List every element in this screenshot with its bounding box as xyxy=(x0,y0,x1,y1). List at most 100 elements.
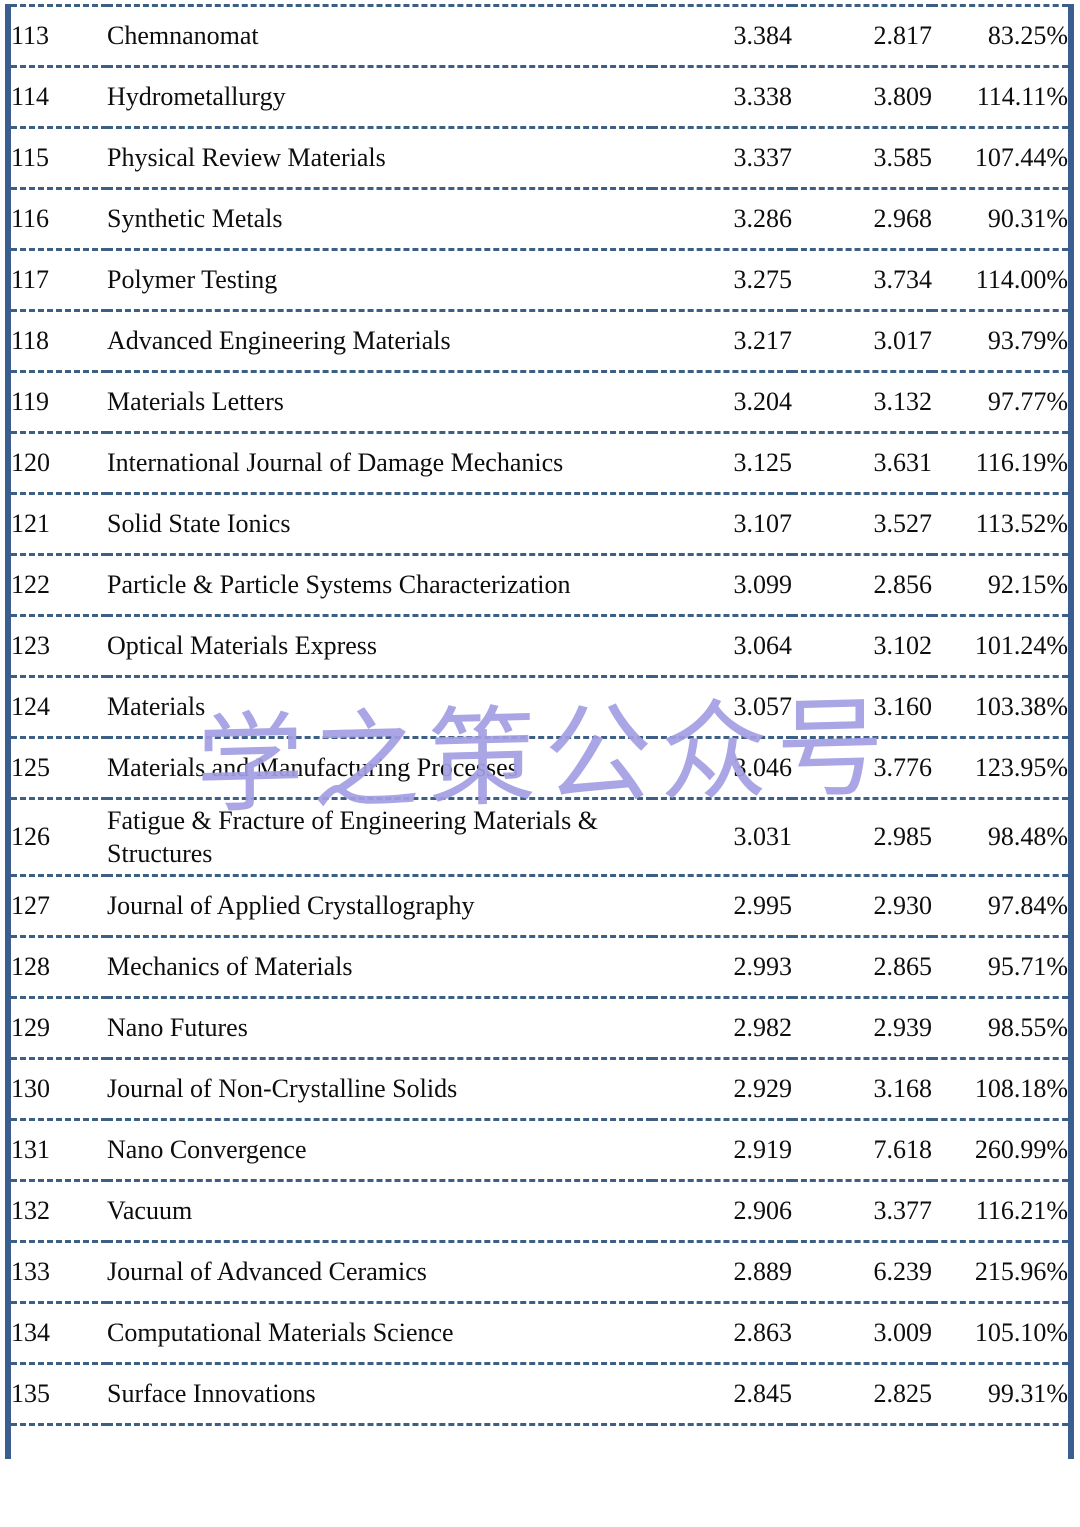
cell-impact-factor: 3.338 xyxy=(652,65,792,129)
table-row: 126 Fatigue & Fracture of Engineering Mat… xyxy=(11,797,1068,877)
cell-impact-factor: 3.057 xyxy=(652,675,792,739)
table-left-border xyxy=(5,4,11,1459)
cell-five-year-impact-factor: 3.809 xyxy=(792,65,932,129)
cell-journal-name: Journal of Applied Crystallography xyxy=(107,874,652,938)
table-row: 114 Hydrometallurgy 3.338 3.809 114.11% xyxy=(11,65,1068,129)
cell-five-year-impact-factor: 3.377 xyxy=(792,1179,932,1243)
cell-journal-name: Materials and Manufacturing Processes xyxy=(107,736,652,800)
cell-journal-name: Optical Materials Express xyxy=(107,614,652,678)
cell-journal-name: Fatigue & Fracture of Engineering Materi… xyxy=(107,797,652,877)
cell-rank: 116 xyxy=(11,187,107,251)
cell-five-year-impact-factor: 2.825 xyxy=(792,1362,932,1426)
cell-journal-name: Nano Convergence xyxy=(107,1118,652,1182)
cell-five-year-impact-factor: 3.585 xyxy=(792,126,932,190)
cell-journal-name: Particle & Particle Systems Characteriza… xyxy=(107,553,652,617)
cell-journal-name: Polymer Testing xyxy=(107,248,652,312)
table-row: 134 Computational Materials Science 2.863 3… xyxy=(11,1301,1068,1365)
cell-five-year-impact-factor: 3.017 xyxy=(792,309,932,373)
cell-ratio: 93.79% xyxy=(932,309,1068,373)
cell-journal-name: Materials xyxy=(107,675,652,739)
cell-rank: 122 xyxy=(11,553,107,617)
cell-impact-factor: 2.845 xyxy=(652,1362,792,1426)
cell-ratio: 116.19% xyxy=(932,431,1068,495)
cell-rank: 135 xyxy=(11,1362,107,1426)
cell-five-year-impact-factor: 3.631 xyxy=(792,431,932,495)
cell-ratio: 107.44% xyxy=(932,126,1068,190)
cell-impact-factor: 3.217 xyxy=(652,309,792,373)
cell-journal-name: Vacuum xyxy=(107,1179,652,1243)
cell-rank: 118 xyxy=(11,309,107,373)
cell-rank: 130 xyxy=(11,1057,107,1121)
cell-ratio: 123.95% xyxy=(932,736,1068,800)
cell-impact-factor: 3.125 xyxy=(652,431,792,495)
table-row: 127 Journal of Applied Crystallography 2.9… xyxy=(11,874,1068,938)
cell-journal-name: Nano Futures xyxy=(107,996,652,1060)
table-row: 113 Chemnanomat 3.384 2.817 83.25% xyxy=(11,4,1068,68)
cell-impact-factor: 3.337 xyxy=(652,126,792,190)
cell-ratio: 97.84% xyxy=(932,874,1068,938)
cell-rank: 125 xyxy=(11,736,107,800)
cell-five-year-impact-factor: 2.865 xyxy=(792,935,932,999)
cell-ratio: 90.31% xyxy=(932,187,1068,251)
cell-ratio: 92.15% xyxy=(932,553,1068,617)
cell-journal-name: Surface Innovations xyxy=(107,1362,652,1426)
cell-impact-factor: 3.384 xyxy=(652,4,792,68)
cell-five-year-impact-factor: 3.009 xyxy=(792,1301,932,1365)
cell-impact-factor: 3.099 xyxy=(652,553,792,617)
cell-rank: 123 xyxy=(11,614,107,678)
table-row: 125 Materials and Manufacturing Processes… xyxy=(11,736,1068,800)
cell-rank: 120 xyxy=(11,431,107,495)
cell-rank: 132 xyxy=(11,1179,107,1243)
cell-journal-name: Journal of Non-Crystalline Solids xyxy=(107,1057,652,1121)
cell-journal-name: Computational Materials Science xyxy=(107,1301,652,1365)
cell-five-year-impact-factor: 7.618 xyxy=(792,1118,932,1182)
cell-rank: 127 xyxy=(11,874,107,938)
cell-ratio: 83.25% xyxy=(932,4,1068,68)
cell-ratio: 114.00% xyxy=(932,248,1068,312)
table-body: 113 Chemnanomat 3.384 2.817 83.25% 114 Hydrome… xyxy=(11,4,1068,1426)
cell-ratio: 114.11% xyxy=(932,65,1068,129)
cell-ratio: 116.21% xyxy=(932,1179,1068,1243)
cell-impact-factor: 2.929 xyxy=(652,1057,792,1121)
cell-impact-factor: 2.982 xyxy=(652,996,792,1060)
cell-journal-name: Solid State Ionics xyxy=(107,492,652,556)
cell-five-year-impact-factor: 3.776 xyxy=(792,736,932,800)
cell-ratio: 103.38% xyxy=(932,675,1068,739)
cell-impact-factor: 2.919 xyxy=(652,1118,792,1182)
table-row: 119 Materials Letters 3.204 3.132 97.77% xyxy=(11,370,1068,434)
cell-journal-name: Journal of Advanced Ceramics xyxy=(107,1240,652,1304)
journal-ranking-table: 113 Chemnanomat 3.384 2.817 83.25% 114 Hydrome… xyxy=(11,4,1068,1426)
table-row: 116 Synthetic Metals 3.286 2.968 90.31% xyxy=(11,187,1068,251)
cell-five-year-impact-factor: 2.985 xyxy=(792,797,932,877)
cell-ratio: 98.55% xyxy=(932,996,1068,1060)
cell-impact-factor: 3.275 xyxy=(652,248,792,312)
cell-five-year-impact-factor: 3.168 xyxy=(792,1057,932,1121)
table-row: 130 Journal of Non-Crystalline Solids 2.92… xyxy=(11,1057,1068,1121)
cell-five-year-impact-factor: 6.239 xyxy=(792,1240,932,1304)
table-row: 120 International Journal of Damage Mecha… xyxy=(11,431,1068,495)
cell-rank: 121 xyxy=(11,492,107,556)
cell-impact-factor: 3.204 xyxy=(652,370,792,434)
cell-impact-factor: 2.993 xyxy=(652,935,792,999)
cell-journal-name: Advanced Engineering Materials xyxy=(107,309,652,373)
table-row: 115 Physical Review Materials 3.337 3.585 10… xyxy=(11,126,1068,190)
cell-ratio: 215.96% xyxy=(932,1240,1068,1304)
cell-journal-name: International Journal of Damage Mechanic… xyxy=(107,431,652,495)
cell-five-year-impact-factor: 2.856 xyxy=(792,553,932,617)
table-row: 123 Optical Materials Express 3.064 3.102 10… xyxy=(11,614,1068,678)
table-row: 133 Journal of Advanced Ceramics 2.889 6.23… xyxy=(11,1240,1068,1304)
table-right-border xyxy=(1068,4,1074,1459)
table-row: 121 Solid State Ionics 3.107 3.527 113.52% xyxy=(11,492,1068,556)
journal-table-container: 学之策公众号 113 Chemnanomat 3.384 2.817 83.25% 114… xyxy=(5,4,1074,1459)
table-row: 128 Mechanics of Materials 2.993 2.865 95.71… xyxy=(11,935,1068,999)
cell-five-year-impact-factor: 3.527 xyxy=(792,492,932,556)
cell-ratio: 260.99% xyxy=(932,1118,1068,1182)
cell-ratio: 97.77% xyxy=(932,370,1068,434)
cell-rank: 129 xyxy=(11,996,107,1060)
cell-rank: 134 xyxy=(11,1301,107,1365)
table-row: 131 Nano Convergence 2.919 7.618 260.99% xyxy=(11,1118,1068,1182)
cell-impact-factor: 3.046 xyxy=(652,736,792,800)
cell-rank: 126 xyxy=(11,797,107,877)
cell-five-year-impact-factor: 3.102 xyxy=(792,614,932,678)
cell-ratio: 113.52% xyxy=(932,492,1068,556)
